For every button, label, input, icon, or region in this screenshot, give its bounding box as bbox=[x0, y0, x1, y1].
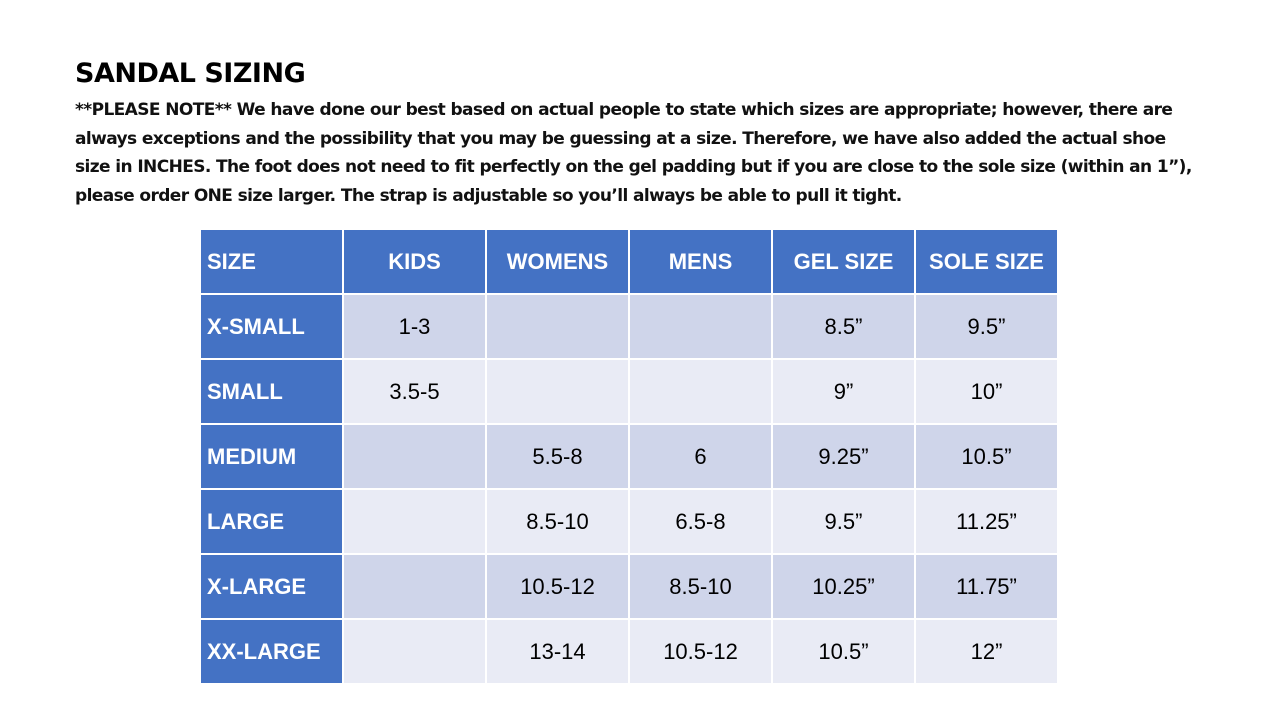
note-line: **PLEASE NOTE** We have done our best ba… bbox=[75, 100, 1173, 120]
cell bbox=[342, 618, 487, 685]
cell: 9.5” bbox=[771, 488, 916, 555]
row-label: XX-LARGE bbox=[199, 618, 344, 685]
table-row: LARGE 8.5-10 6.5-8 9.5” 11.25” bbox=[199, 488, 1059, 555]
cell bbox=[342, 553, 487, 620]
table-row: XX-LARGE 13-14 10.5-12 10.5” 12” bbox=[199, 618, 1059, 685]
header-cell: WOMENS bbox=[485, 228, 630, 295]
note-line: please order ONE size larger. The strap … bbox=[75, 186, 902, 207]
cell bbox=[342, 423, 487, 490]
row-label: LARGE bbox=[199, 488, 344, 555]
header-cell: MENS bbox=[628, 228, 773, 295]
cell: 11.25” bbox=[914, 488, 1059, 555]
cell: 10.25” bbox=[771, 553, 916, 620]
cell: 9” bbox=[771, 358, 916, 425]
cell bbox=[485, 293, 630, 360]
header-row: SIZE KIDS WOMENS MENS GEL SIZE SOLE SIZE bbox=[199, 228, 1059, 295]
cell: 10” bbox=[914, 358, 1059, 425]
cell: 1-3 bbox=[342, 293, 487, 360]
header-cell: SOLE SIZE bbox=[914, 228, 1059, 295]
cell: 3.5-5 bbox=[342, 358, 487, 425]
cell: 9.5” bbox=[914, 293, 1059, 360]
cell: 13-14 bbox=[485, 618, 630, 685]
note-line: size in INCHES. The foot does not need t… bbox=[75, 157, 1192, 178]
cell: 5.5-8 bbox=[485, 423, 630, 490]
note: **PLEASE NOTE** We have done our best ba… bbox=[75, 96, 1192, 211]
cell bbox=[628, 358, 773, 425]
size-table: SIZE KIDS WOMENS MENS GEL SIZE SOLE SIZE X-SMA… bbox=[199, 228, 1059, 685]
header-cell: GEL SIZE bbox=[771, 228, 916, 295]
table-row: X-SMALL 1-3 8.5” 9.5” bbox=[199, 293, 1059, 360]
header-cell: SIZE bbox=[199, 228, 344, 295]
cell: 10.5-12 bbox=[628, 618, 773, 685]
cell: 10.5-12 bbox=[485, 553, 630, 620]
cell: 10.5” bbox=[914, 423, 1059, 490]
cell: 6 bbox=[628, 423, 773, 490]
cell: 6.5-8 bbox=[628, 488, 773, 555]
cell: 10.5” bbox=[771, 618, 916, 685]
row-label: X-LARGE bbox=[199, 553, 344, 620]
cell bbox=[628, 293, 773, 360]
row-label: X-SMALL bbox=[199, 293, 344, 360]
cell: 11.75” bbox=[914, 553, 1059, 620]
cell: 8.5” bbox=[771, 293, 916, 360]
header-cell: KIDS bbox=[342, 228, 487, 295]
cell: 12” bbox=[914, 618, 1059, 685]
table-row: MEDIUM 5.5-8 6 9.25” 10.5” bbox=[199, 423, 1059, 490]
table-row: SMALL 3.5-5 9” 10” bbox=[199, 358, 1059, 425]
note-line: always exceptions and the possibility th… bbox=[75, 128, 1166, 149]
title: SANDAL SIZING bbox=[75, 58, 306, 89]
row-label: SMALL bbox=[199, 358, 344, 425]
cell: 9.25” bbox=[771, 423, 916, 490]
cell: 8.5-10 bbox=[628, 553, 773, 620]
table-row: X-LARGE 10.5-12 8.5-10 10.25” 11.75” bbox=[199, 553, 1059, 620]
cell bbox=[485, 358, 630, 425]
cell: 8.5-10 bbox=[485, 488, 630, 555]
row-label: MEDIUM bbox=[199, 423, 344, 490]
cell bbox=[342, 488, 487, 555]
